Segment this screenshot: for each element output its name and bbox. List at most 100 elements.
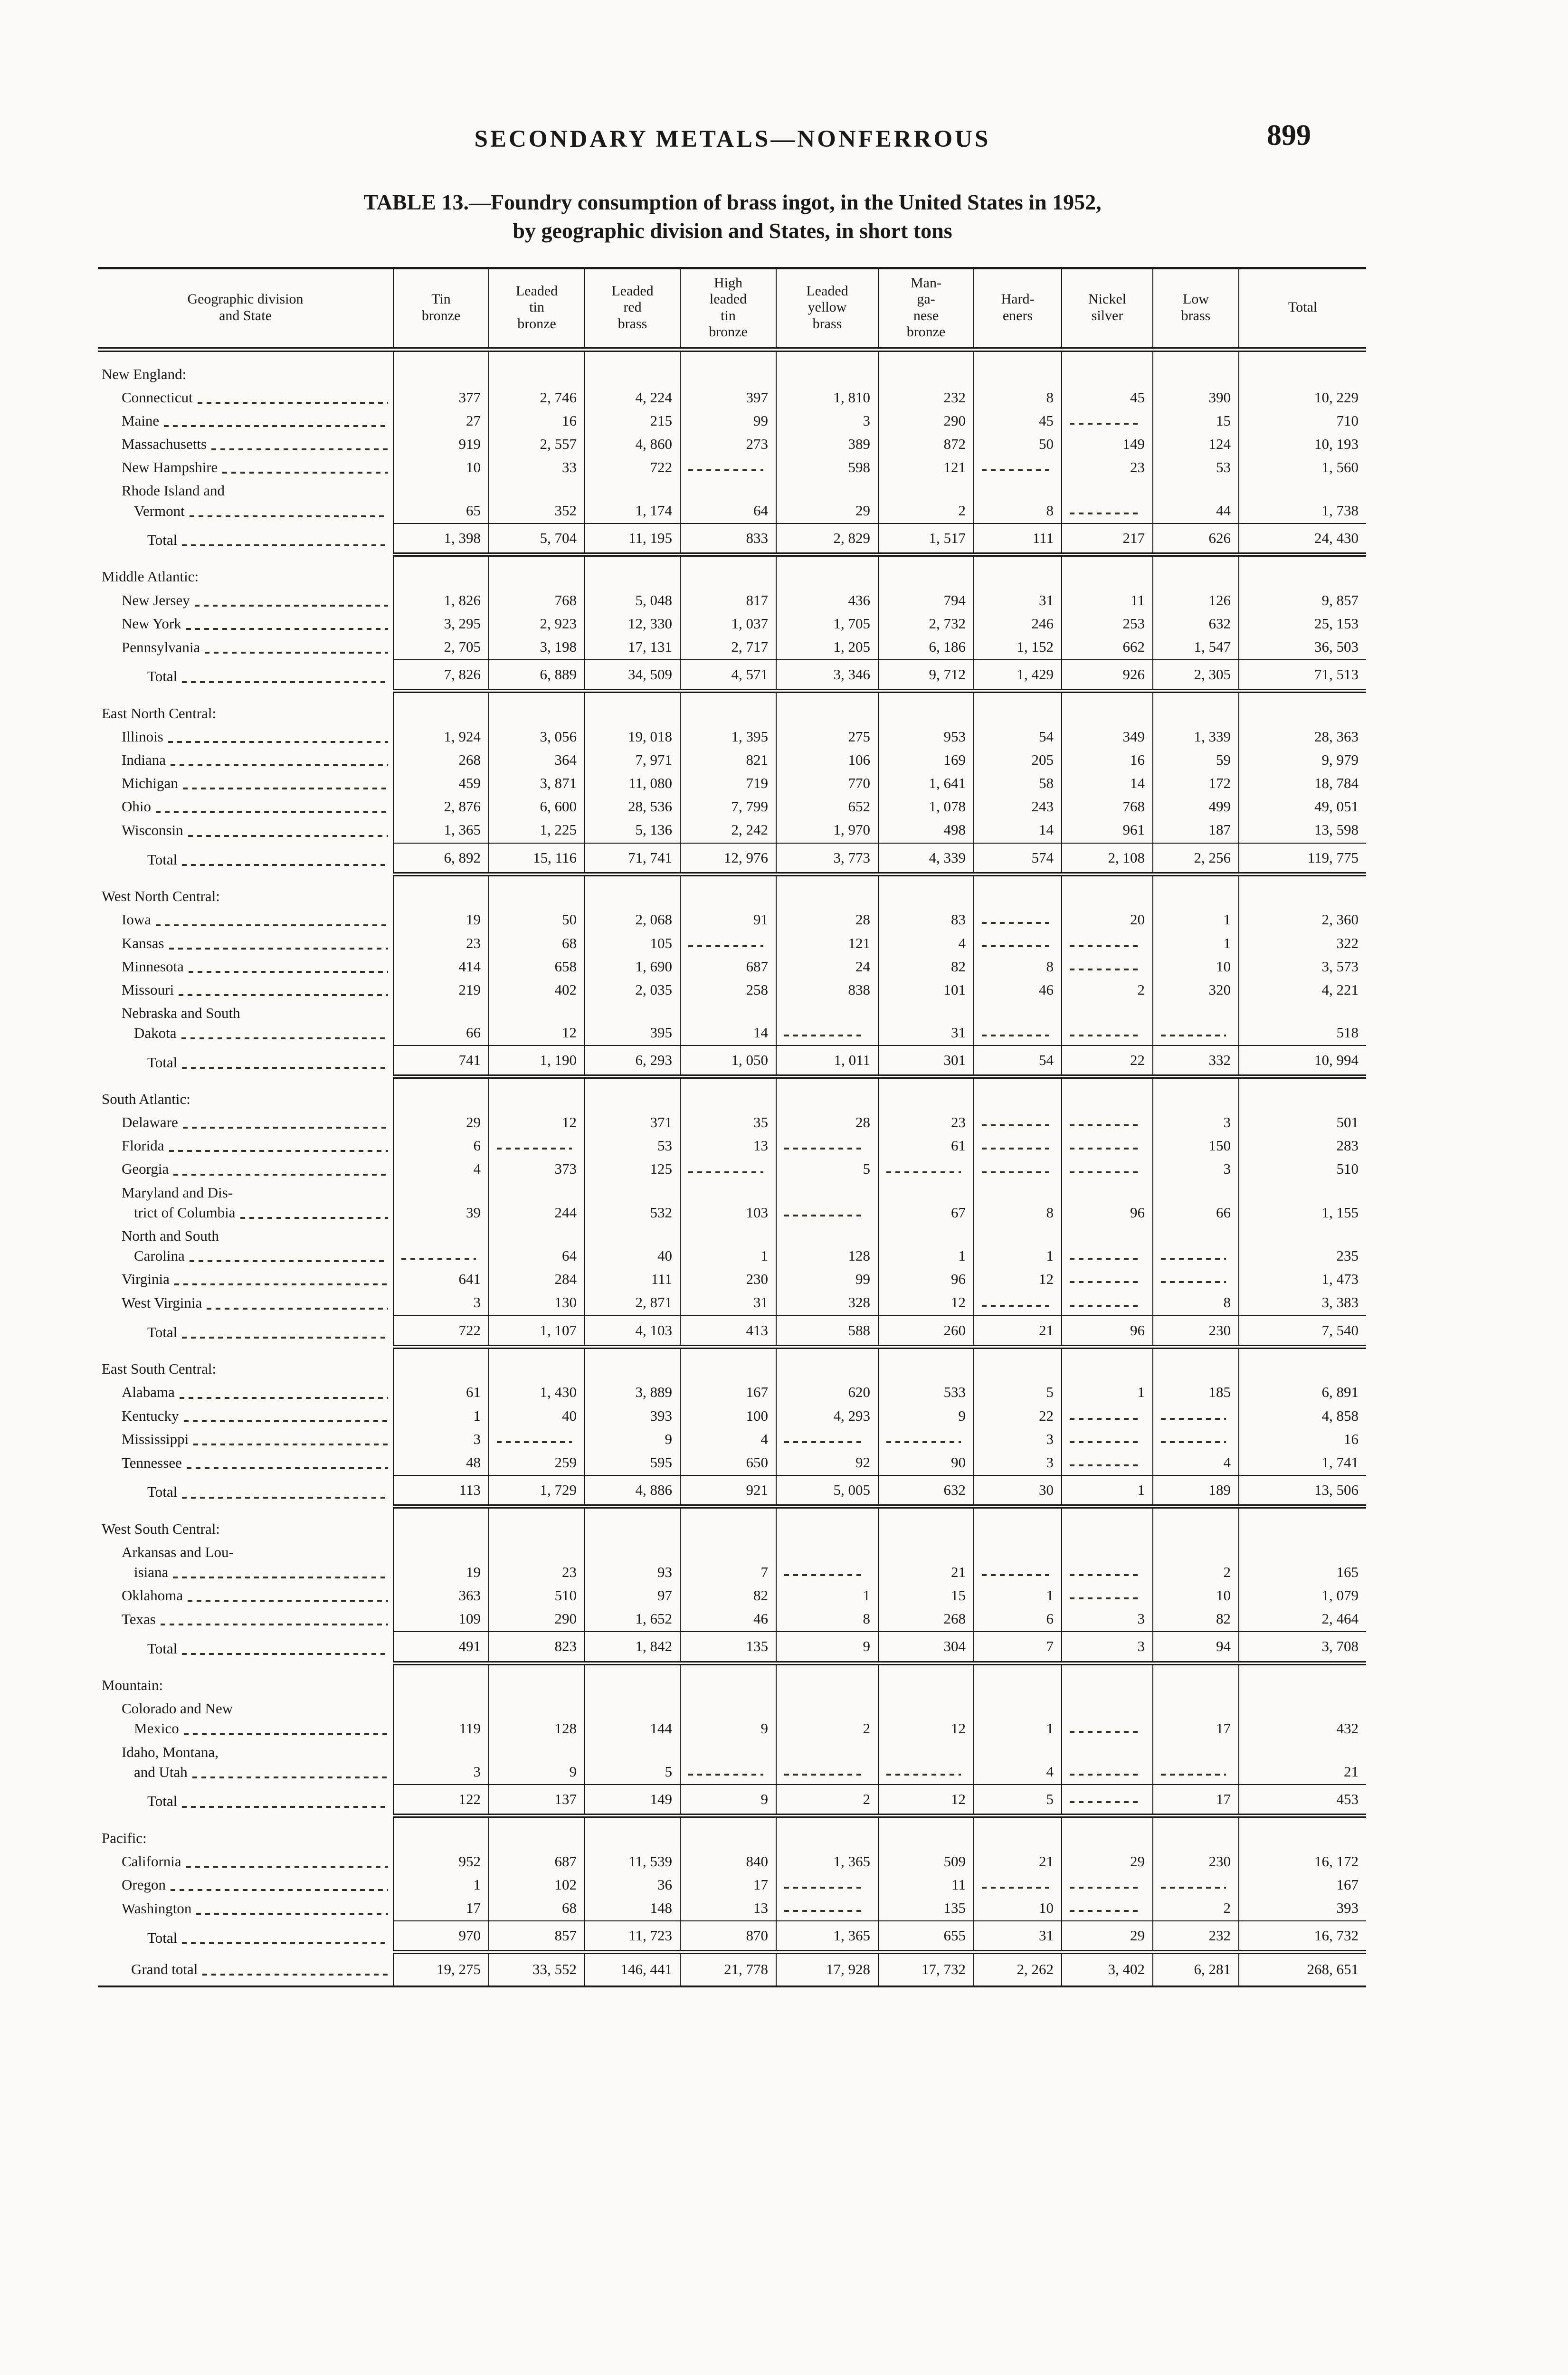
running-head-title: SECONDARY METALS—NONFERROUS — [474, 126, 991, 152]
dot-leader — [196, 1913, 388, 1915]
row-label-line: Nebraska and South — [100, 1003, 390, 1023]
value-cell: 12 — [878, 1292, 974, 1316]
value-cell — [680, 1158, 776, 1182]
value-cell: 970 — [393, 1920, 489, 1955]
value-cell: 93 — [584, 1541, 680, 1585]
row-label-line: Total — [100, 1639, 390, 1659]
table-row: North and South Carolina 64 40 1 128 1 1 235 — [98, 1225, 1366, 1269]
value-cell: 1, 050 — [680, 1045, 776, 1079]
value-cell: 103 — [680, 1181, 776, 1225]
empty-cell-dash — [784, 1886, 865, 1889]
value-cell — [973, 1506, 1062, 1541]
value-cell — [680, 554, 776, 589]
value-cell: 91 — [680, 909, 776, 932]
value-cell: 13 — [680, 1135, 776, 1159]
dot-leader — [188, 970, 388, 973]
empty-cell-dash — [982, 1148, 1049, 1150]
value-cell: 2 — [1152, 1541, 1239, 1585]
value-cell: 3 — [393, 1741, 489, 1785]
value-cell: 13, 598 — [1238, 819, 1366, 843]
value-cell: 952 — [393, 1850, 489, 1874]
value-cell: 1 — [680, 1225, 776, 1269]
value-cell: 1 — [393, 1873, 489, 1897]
value-cell: 16 — [488, 409, 585, 434]
table-row: New Hampshire 10 33 722 598 121 23 53 1, 560 — [98, 456, 1366, 480]
value-cell: 2, 256 — [1152, 842, 1239, 876]
row-label: Grand total — [98, 1952, 393, 1987]
value-cell: 24, 430 — [1238, 522, 1366, 557]
table-row: Total 7, 826 6, 889 34, 509 4, 571 3, 346 9, 7… — [98, 659, 1366, 694]
value-cell: 45 — [973, 409, 1062, 434]
value-cell: 11 — [1061, 589, 1153, 613]
value-cell: 413 — [680, 1315, 776, 1349]
value-cell — [878, 1158, 974, 1182]
row-label: Connecticut — [98, 387, 393, 410]
empty-cell-dash — [497, 1441, 572, 1443]
row-label-text: New Jersey — [122, 591, 190, 608]
value-cell: 24 — [776, 955, 878, 979]
dot-leader — [155, 924, 388, 926]
row-label-line: trict of Columbia — [100, 1203, 390, 1223]
empty-cell-dash — [982, 1171, 1049, 1173]
row-label-line: Michigan — [100, 773, 390, 793]
value-cell: 6, 600 — [488, 796, 585, 819]
empty-cell-dash — [497, 1148, 572, 1150]
value-cell: 66 — [393, 1002, 489, 1046]
value-cell: 58 — [973, 772, 1062, 796]
row-label-line: Vermont — [100, 501, 390, 521]
value-cell: 7 — [973, 1631, 1062, 1665]
value-cell: 770 — [776, 772, 878, 796]
value-cell — [1061, 1428, 1153, 1452]
value-cell — [488, 1663, 585, 1698]
table-title-line2: by geographic division and States, in sh… — [513, 218, 952, 243]
value-cell: 6, 891 — [1238, 1381, 1366, 1405]
value-cell — [1152, 1225, 1239, 1269]
value-cell: 130 — [488, 1292, 585, 1316]
value-cell — [973, 1815, 1062, 1851]
value-cell: 82 — [680, 1585, 776, 1608]
value-cell — [1152, 1076, 1239, 1112]
row-label-text: Tennessee — [122, 1454, 182, 1471]
table-row: New York 3, 295 2, 923 12, 330 1, 037 1, 705 2… — [98, 612, 1366, 636]
dot-leader — [188, 1600, 388, 1602]
row-label-text: Total — [147, 1483, 178, 1501]
value-cell: 1 — [878, 1225, 974, 1269]
row-label-line: Total — [100, 530, 390, 550]
row-label: California — [98, 1851, 393, 1874]
value-cell — [973, 909, 1062, 932]
value-cell — [1152, 554, 1239, 589]
value-cell — [973, 349, 1062, 387]
value-cell: 122 — [393, 1784, 489, 1818]
row-label-text: Idaho, Montana, — [122, 1743, 219, 1760]
value-cell: 5 — [584, 1741, 680, 1785]
value-cell: 453 — [1238, 1784, 1366, 1818]
value-cell: 29 — [1061, 1920, 1153, 1955]
value-cell: 1, 398 — [393, 522, 489, 557]
value-cell: 598 — [776, 456, 878, 480]
empty-cell-dash — [1070, 1801, 1140, 1803]
value-cell — [1238, 691, 1366, 726]
value-cell — [1238, 1076, 1366, 1112]
row-label: Pennsylvania — [98, 636, 393, 660]
value-cell: 19 — [393, 909, 489, 932]
table-row: Tennessee 48 259 595 650 92 90 3 4 1, 741 — [98, 1451, 1366, 1475]
dot-leader — [197, 401, 388, 404]
value-cell: 149 — [1061, 433, 1153, 457]
dot-leader — [182, 1653, 388, 1655]
value-cell: 719 — [680, 772, 776, 796]
value-cell: 28, 536 — [584, 796, 680, 819]
row-label-line: New Jersey — [100, 590, 390, 610]
value-cell — [1238, 1506, 1366, 1541]
value-cell: 65 — [393, 480, 489, 523]
value-cell: 21, 778 — [680, 1951, 776, 1987]
row-label-line: Oregon — [100, 1875, 390, 1895]
value-cell: 121 — [776, 932, 878, 956]
value-cell: 29 — [393, 1112, 489, 1135]
value-cell: 124 — [1152, 433, 1239, 457]
row-label-line: Idaho, Montana, — [100, 1742, 390, 1762]
empty-cell-dash — [1161, 1035, 1226, 1037]
row-label-line: North and South — [100, 1226, 390, 1246]
value-cell: 54 — [973, 725, 1062, 749]
value-cell: 4, 293 — [776, 1405, 878, 1428]
value-cell: 23 — [878, 1112, 974, 1135]
